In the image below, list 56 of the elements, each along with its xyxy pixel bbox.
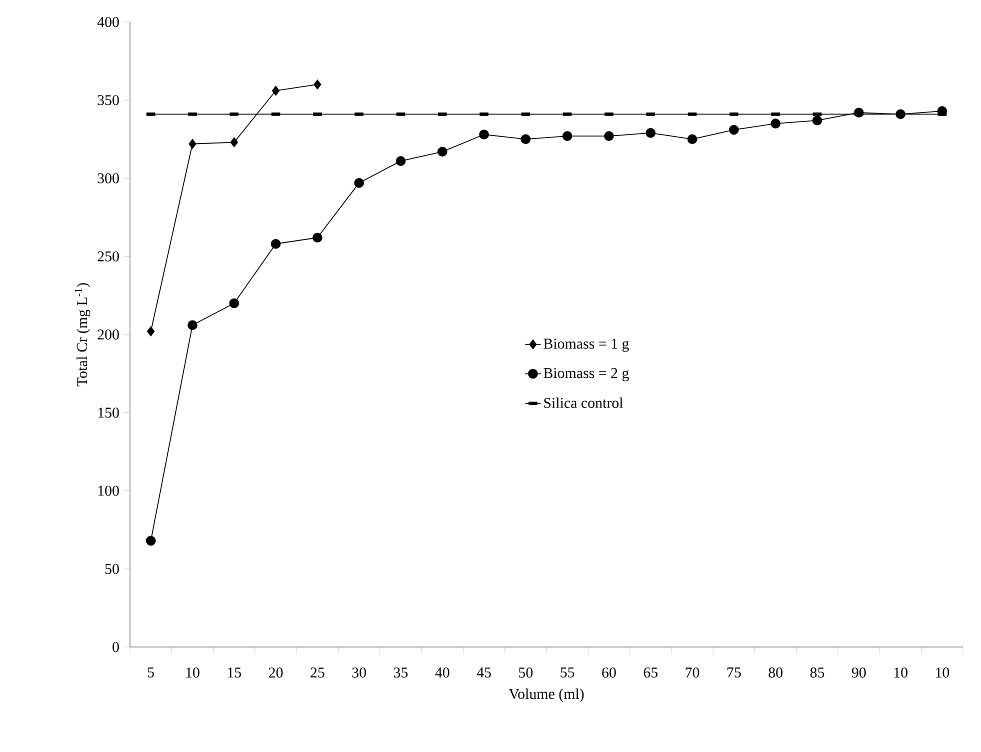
- point: [188, 320, 198, 330]
- point: [479, 130, 489, 140]
- point: [646, 128, 656, 138]
- x-tick-label: 30: [352, 668, 366, 678]
- point: [812, 116, 822, 126]
- y-tick-label: 350: [98, 95, 119, 106]
- x-tick-label: 85: [810, 668, 824, 678]
- x-tick-label: 25: [310, 668, 324, 678]
- x-tick-label: 40: [435, 668, 450, 678]
- x-tick-label: 15: [228, 668, 242, 678]
- x-tick-label: 35: [394, 668, 408, 678]
- y-tick-label: 400: [97, 16, 119, 28]
- point: [729, 124, 739, 135]
- point: [770, 118, 781, 128]
- x-tick-label: 55: [560, 668, 574, 678]
- x-tick-label: 90: [852, 668, 866, 678]
- x-tick-label: 10: [936, 668, 950, 678]
- point: [147, 326, 155, 336]
- legend-label: Biomass = 2 g: [544, 368, 629, 382]
- point: [229, 298, 240, 308]
- x-tick-label: 75: [727, 668, 741, 678]
- point: [396, 156, 406, 166]
- point: [230, 137, 238, 148]
- x-tick-label: 10: [186, 668, 200, 678]
- x-tick-label: 20: [268, 668, 283, 678]
- x-tick-label: 10: [894, 668, 908, 678]
- point: [312, 232, 322, 243]
- y-tick-label: 150: [98, 408, 119, 418]
- x-axis-title: Volume (ml): [508, 688, 584, 702]
- point: [270, 238, 281, 249]
- x-tick-label: 70: [686, 668, 700, 678]
- y-axis-title: Total Cr (mg L$^{-1}$): [74, 283, 90, 386]
- y-tick-label: 50: [105, 564, 119, 574]
- point: [188, 138, 196, 149]
- y-tick-label: 250: [98, 251, 119, 262]
- x-tick-label: 50: [519, 668, 533, 678]
- x-tick-label: 45: [476, 668, 491, 678]
- x-tick-label: 60: [602, 668, 616, 678]
- y-tick-label: 300: [98, 173, 119, 184]
- point: [314, 80, 322, 90]
- y-tick-label: 0: [112, 642, 119, 652]
- x-tick-label: 65: [644, 668, 658, 678]
- point: [354, 178, 364, 188]
- point: [604, 131, 614, 141]
- legend-label: Silica control: [544, 397, 623, 408]
- x-tick-label: 80: [768, 668, 782, 678]
- point: [562, 131, 572, 141]
- point: [272, 86, 280, 96]
- point: [437, 146, 448, 157]
- y-tick-label: 100: [98, 486, 119, 496]
- point: [520, 134, 531, 144]
- y-tick-label: 200: [98, 329, 119, 340]
- point: [146, 536, 156, 546]
- x-tick-label: 5: [148, 668, 154, 678]
- point: [687, 134, 698, 144]
- legend-label: Biomass = 1 g: [544, 338, 629, 352]
